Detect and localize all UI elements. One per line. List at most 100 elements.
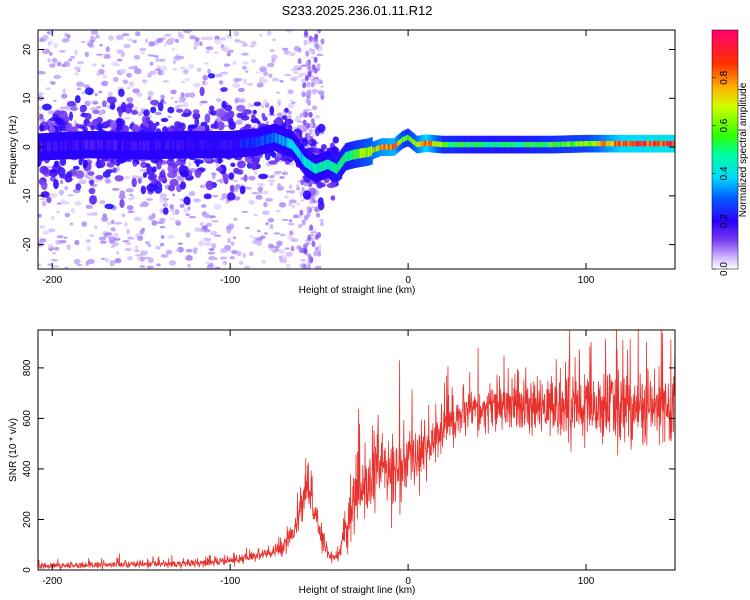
heatmap-ridge-cell — [532, 142, 535, 148]
heatmap-blob — [79, 106, 86, 113]
heatmap-ridge-cell — [562, 141, 565, 147]
heatmap-ridge-cell — [490, 142, 493, 148]
heatmap-y-tick-label: -10 — [22, 188, 33, 203]
heatmap-speckle — [311, 133, 316, 137]
heatmap-speckle — [126, 87, 131, 90]
heatmap-ridge-cell — [303, 156, 306, 167]
heatmap-ridge-cell — [498, 142, 500, 148]
heatmap-speckle — [298, 47, 302, 53]
heatmap-speckle — [313, 56, 318, 63]
heatmap-speckle — [188, 63, 195, 69]
heatmap-ridge-cell — [672, 141, 675, 147]
heatmap-speckle — [305, 50, 310, 57]
heatmap-ridge-cell — [134, 140, 137, 151]
heatmap-speckle — [257, 229, 261, 233]
heatmap-speckle — [218, 80, 224, 85]
heatmap-speckle — [63, 236, 68, 239]
heatmap-ridge-cell — [506, 142, 509, 148]
heatmap-ridge-cell — [69, 140, 72, 151]
heatmap-speckle — [207, 68, 211, 75]
heatmap-speckle — [212, 195, 219, 198]
heatmap-blob — [89, 179, 95, 186]
heatmap-speckle — [205, 222, 213, 227]
heatmap-speckle — [193, 198, 201, 203]
heatmap-ridge-cell — [93, 139, 95, 150]
heatmap-blob — [207, 73, 216, 79]
heatmap-speckle — [302, 82, 307, 89]
heatmap-blob — [140, 185, 147, 195]
heatmap-speckle — [219, 197, 224, 201]
heatmap-ridge-cell — [58, 141, 61, 151]
heatmap-ridge-cell — [358, 148, 361, 159]
heatmap-ridge-cell — [100, 140, 103, 150]
heatmap-blob — [150, 106, 157, 114]
heatmap-speckle — [141, 79, 148, 84]
snr-series-line — [38, 330, 675, 570]
heatmap-speckle — [147, 96, 152, 101]
heatmap-speckle — [235, 119, 243, 125]
heatmap-ridge-cell — [296, 146, 299, 156]
heatmap-speckle — [133, 216, 142, 222]
heatmap-speckle — [231, 250, 238, 255]
heatmap-ridge-cell — [88, 139, 91, 150]
heatmap-speckle — [74, 72, 80, 76]
snr-y-tick-label: 600 — [22, 410, 33, 427]
heatmap-ridge-cell — [143, 140, 145, 151]
heatmap-speckle — [224, 244, 232, 251]
heatmap-ridge-cell — [392, 144, 394, 150]
heatmap-ridge-cell — [64, 140, 67, 151]
heatmap-ridge-cell — [464, 142, 467, 148]
heatmap-ridge-cell — [637, 141, 640, 147]
heatmap-ridge-cell — [171, 140, 174, 150]
heatmap-ridge-cell — [434, 141, 437, 147]
heatmap-speckle — [320, 94, 325, 100]
heatmap-ridge-cell — [519, 142, 521, 148]
heatmap-speckle — [81, 221, 88, 227]
heatmap-ridge-cell — [556, 141, 559, 148]
heatmap-ridge-cell — [62, 141, 64, 151]
heatmap-ridge-cell — [419, 141, 422, 147]
heatmap-ridge-cell — [175, 140, 178, 150]
heatmap-blob — [162, 207, 169, 215]
heatmap-ridge-cell — [613, 141, 616, 147]
heatmap-ridge-cell — [105, 140, 108, 150]
heatmap-ridge-cell — [373, 147, 376, 153]
heatmap-ridge-cell — [78, 140, 81, 150]
heatmap-speckle — [254, 71, 261, 74]
heatmap-speckle — [123, 117, 131, 120]
heatmap-speckle — [98, 236, 107, 241]
heatmap-ridge-cell — [488, 142, 490, 148]
heatmap-speckle — [290, 245, 295, 252]
heatmap-speckle — [162, 198, 169, 201]
heatmap-blob — [119, 199, 125, 208]
heatmap-ridge-cell — [351, 150, 353, 160]
heatmap-ridge-cell — [145, 140, 148, 151]
heatmap-ridge-cell — [468, 142, 470, 148]
heatmap-ridge-cell — [68, 140, 71, 151]
heatmap-ridge-cell — [227, 139, 230, 150]
heatmap-ridge-cell — [209, 139, 211, 150]
heatmap-ridge-cell — [561, 141, 564, 147]
heatmap-speckle — [248, 200, 255, 205]
heatmap-speckle — [317, 90, 325, 95]
heatmap-blob — [253, 101, 262, 107]
heatmap-speckle — [214, 234, 222, 237]
heatmap-ridge-cell — [377, 145, 379, 152]
heatmap-speckle — [263, 190, 269, 195]
heatmap-ridge-cell — [45, 141, 48, 152]
heatmap-speckle — [316, 53, 324, 57]
heatmap-speckle — [208, 256, 216, 261]
heatmap-ridge-cell — [52, 141, 54, 152]
heatmap-speckle — [115, 221, 123, 225]
heatmap-ridge-cell — [108, 140, 110, 150]
heatmap-ridge-cell — [338, 160, 341, 171]
heatmap-speckle — [253, 213, 258, 217]
heatmap-ridge-cell — [626, 141, 629, 147]
heatmap-ridge-cell — [291, 139, 294, 150]
heatmap-ridge-cell — [445, 142, 448, 148]
heatmap-ridge-cell — [210, 139, 213, 150]
heatmap-speckle — [267, 218, 275, 223]
heatmap-ridge-cell — [250, 137, 252, 148]
heatmap-speckle — [155, 56, 159, 63]
heatmap-speckle — [38, 92, 44, 96]
